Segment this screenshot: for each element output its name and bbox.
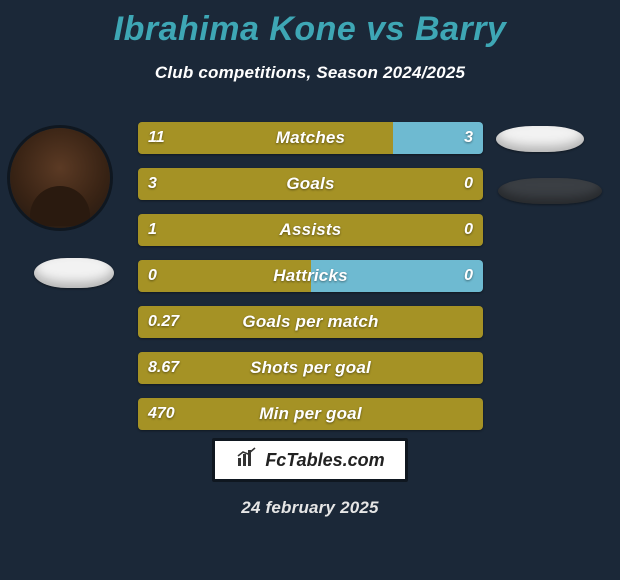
bar-metric-label: Min per goal	[138, 398, 483, 430]
bar-metric-label: Hattricks	[138, 260, 483, 292]
infographic-root: Ibrahima Kone vs Barry Club competitions…	[0, 0, 620, 580]
comparison-bar-row: 00Hattricks	[138, 260, 483, 292]
chart-icon	[235, 446, 259, 475]
source-logo: FcTables.com	[212, 438, 408, 482]
player-right-club-badge-1	[496, 126, 584, 152]
comparison-bar-row: 113Matches	[138, 122, 483, 154]
comparison-bar-row: 10Assists	[138, 214, 483, 246]
comparison-bar-row: 30Goals	[138, 168, 483, 200]
subtitle: Club competitions, Season 2024/2025	[0, 63, 620, 83]
bar-metric-label: Goals per match	[138, 306, 483, 338]
player-left-club-badge	[34, 258, 114, 288]
comparison-bar-row: 470Min per goal	[138, 398, 483, 430]
bar-metric-label: Shots per goal	[138, 352, 483, 384]
source-logo-text: FcTables.com	[265, 450, 384, 471]
bar-metric-label: Matches	[138, 122, 483, 154]
comparison-bar-list: 113Matches 30Goals 10Assists 00Hattricks 0.2…	[138, 122, 483, 444]
player-right-club-badge-2	[498, 178, 602, 204]
page-title: Ibrahima Kone vs Barry	[0, 0, 620, 49]
bar-metric-label: Assists	[138, 214, 483, 246]
comparison-bar-row: 0.27Goals per match	[138, 306, 483, 338]
comparison-bar-row: 8.67Shots per goal	[138, 352, 483, 384]
footer-date: 24 february 2025	[0, 498, 620, 518]
player-left-avatar	[10, 128, 110, 228]
bar-metric-label: Goals	[138, 168, 483, 200]
